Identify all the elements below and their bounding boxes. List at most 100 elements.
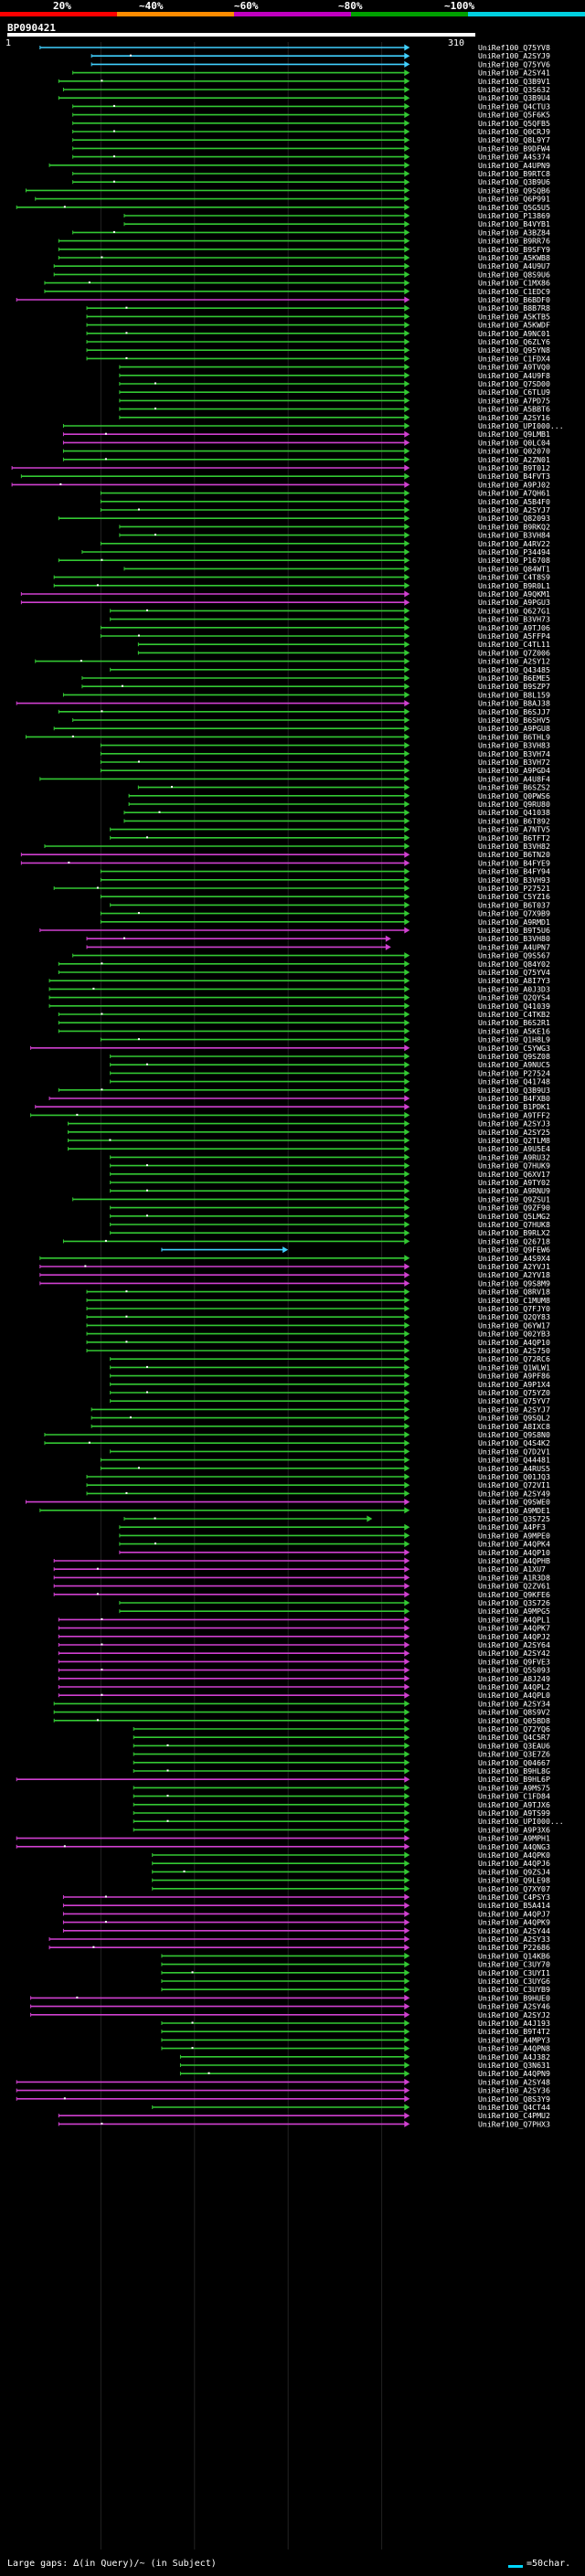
hit-label: UniRef100_A4U9U7 (478, 261, 550, 270)
hit-label: UniRef100_Q6P991 (478, 195, 550, 204)
gap-marker (166, 1819, 169, 1822)
hit-end-arrow (404, 2045, 410, 2052)
hit-end-arrow (404, 641, 410, 648)
gap-marker (191, 2021, 194, 2024)
hit-label: UniRef100_A9NUC5 (478, 1060, 550, 1069)
hit-end-arrow (404, 1120, 410, 1128)
hit-end-arrow (404, 1263, 410, 1270)
gap-marker (71, 735, 74, 737)
hit-label: UniRef100_B4FVT3 (478, 472, 550, 481)
hit-row: UniRef100_Q2QYS4 (48, 993, 550, 1002)
hit-row: UniRef100_A2SY25 (68, 1128, 550, 1137)
hit-label: UniRef100_Q9RU80 (478, 800, 550, 809)
hit-end-arrow (404, 817, 410, 824)
hit-label: UniRef100_C4T8S9 (478, 573, 550, 582)
hit-label: UniRef100_Q9S8N0 (478, 1430, 550, 1439)
hit-row: UniRef100_A2SY16 (119, 413, 550, 422)
hit-label: UniRef100_Q2QY83 (478, 1312, 550, 1321)
hit-label: UniRef100_Q04667 (478, 1758, 550, 1767)
hit-end-arrow (404, 2078, 410, 2085)
hit-row: UniRef100_A9U5E4 (68, 1144, 550, 1153)
hit-row: UniRef100_Q7Z006 (137, 648, 550, 657)
hit-end-arrow (404, 78, 410, 85)
gap-marker (170, 786, 173, 789)
hit-row: UniRef100_A2SY33 (48, 1935, 550, 1944)
hit-label: UniRef100_B4FYE9 (478, 858, 550, 867)
hit-row: UniRef100_B6BDF0 (16, 295, 550, 304)
gap-marker (183, 1870, 186, 1872)
hit-end-arrow (404, 826, 410, 833)
hit-row: UniRef100_Q7SD00 (119, 379, 550, 388)
hit-row: UniRef100_Q9SQL2 (90, 1414, 550, 1423)
hit-end-arrow (404, 178, 410, 186)
hit-row: UniRef100_A2SY46 (30, 2002, 550, 2011)
gap-marker (137, 634, 140, 637)
hit-label: UniRef100_A4QNG3 (478, 1842, 550, 1851)
hit-end-arrow (404, 800, 410, 808)
hit-row: UniRef100_B3VH74 (100, 749, 550, 758)
hit-row: UniRef100_Q75YV6 (90, 59, 550, 69)
hit-row: UniRef100_Q3N631 (179, 2061, 550, 2070)
hit-end-arrow (404, 1793, 410, 1800)
gap-marker (145, 1063, 148, 1065)
hit-end-arrow (404, 1111, 410, 1118)
hit-label: UniRef100_A2YV18 (478, 1270, 550, 1279)
hit-label: UniRef100_Q02070 (478, 447, 550, 456)
hit-end-arrow (404, 1330, 410, 1338)
hit-row: UniRef100_B6S2R1 (58, 1018, 550, 1027)
hit-label: UniRef100_Q5QFB5 (478, 119, 550, 128)
hit-row: UniRef100_A4UPN7 (86, 942, 550, 951)
hit-row: UniRef100_A4QNG3 (16, 1842, 550, 1851)
hit-end-arrow (404, 1397, 410, 1405)
hit-end-arrow (404, 565, 410, 572)
hit-end-arrow (404, 1843, 410, 1850)
hit-end-arrow (404, 288, 410, 295)
hit-end-arrow (404, 481, 410, 488)
hit-end-arrow (404, 1162, 410, 1170)
hit-row: UniRef100_B9HL6P (16, 1775, 550, 1784)
hit-row: UniRef100_B9R0L1 (53, 581, 550, 590)
hit-end-arrow (404, 893, 410, 900)
hit-end-arrow (404, 960, 410, 968)
hit-end-arrow (404, 557, 410, 564)
hit-label: UniRef100_C5YZ16 (478, 892, 550, 901)
hit-label: UniRef100_Q4CTU3 (478, 101, 550, 111)
hit-label: UniRef100_C3UYG6 (478, 1977, 550, 1986)
hit-row: UniRef100_Q0LC04 (62, 438, 550, 447)
hit-row: UniRef100_A2SY44 (62, 1926, 550, 1935)
hit-end-arrow (404, 1489, 410, 1497)
gap-marker (125, 306, 128, 309)
hit-row: UniRef100_Q8RV18 (86, 1288, 550, 1297)
hit-label: UniRef100_A9PGU8 (478, 724, 550, 733)
hit-end-arrow (404, 1195, 410, 1203)
hit-row: UniRef100_A4QPN8 (161, 2044, 550, 2053)
hit-row: UniRef100_A4QPJ2 (58, 1632, 550, 1641)
hit-end-arrow (404, 624, 410, 631)
hit-end-arrow (404, 1229, 410, 1236)
hit-end-arrow (404, 1910, 410, 1917)
gap-marker (154, 1542, 156, 1545)
hit-end-arrow (404, 1649, 410, 1657)
hit-end-arrow (404, 1095, 410, 1102)
hit-row: UniRef100_Q9SWE0 (25, 1498, 550, 1507)
hit-end-arrow (404, 2003, 410, 2010)
hit-row: UniRef100_A5KWB8 (58, 253, 550, 262)
hit-row: UniRef100_B4FVT3 (20, 472, 550, 481)
hit-end-arrow (404, 280, 410, 287)
hit-label: UniRef100_A9QKM1 (478, 589, 550, 599)
gap-marker (125, 1341, 128, 1343)
hit-row: UniRef100_A4U9U7 (53, 261, 550, 270)
hit-label: UniRef100_A9MDE1 (478, 1506, 550, 1515)
hit-row: UniRef100_A2SY64 (58, 1640, 550, 1649)
hit-end-arrow (404, 414, 410, 421)
gap-marker (96, 1593, 99, 1595)
hit-row: UniRef100_Q3S725 (123, 1514, 550, 1523)
hit-row: UniRef100_Q5F6K5 (72, 111, 550, 120)
hit-end-arrow (404, 1363, 410, 1371)
hit-row: UniRef100_A9TJX6 (133, 1800, 550, 1809)
hit-row: UniRef100_A9MPE0 (119, 1531, 550, 1540)
hit-end-arrow (404, 927, 410, 934)
hit-end-arrow (404, 1675, 410, 1682)
hit-label: UniRef100_B9RKQ2 (478, 522, 550, 531)
hit-end-arrow (404, 1835, 410, 1842)
